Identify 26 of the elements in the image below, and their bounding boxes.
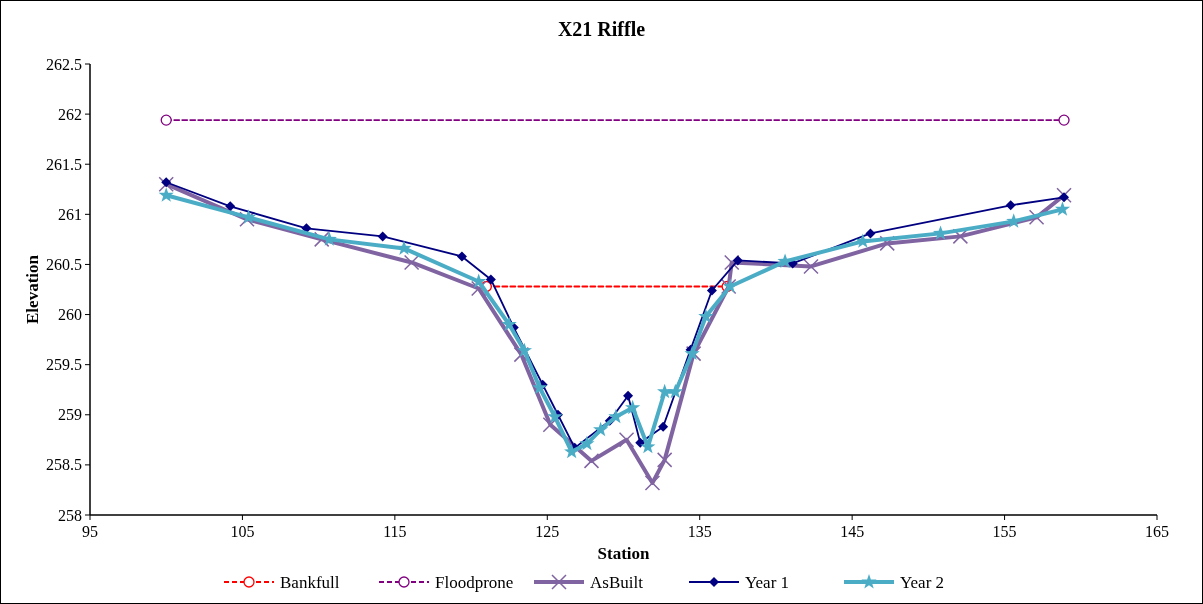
y-tick-label: 258.5 bbox=[46, 456, 82, 474]
x-tick-label: 105 bbox=[230, 523, 255, 540]
y-tick-label: 261 bbox=[58, 205, 82, 223]
x-tick-label: 135 bbox=[687, 523, 712, 540]
y-tick-label: 262 bbox=[58, 105, 82, 123]
legend-label: Year 2 bbox=[900, 572, 945, 592]
x-axis-title: Station bbox=[597, 544, 651, 563]
chart-title: X21 Riffle bbox=[557, 18, 646, 40]
y-tick-label: 262.5 bbox=[46, 55, 82, 73]
legend-label: AsBuilt bbox=[590, 572, 644, 592]
y-axis-title: Elevation bbox=[23, 254, 42, 324]
y-tick-label: 258 bbox=[58, 506, 82, 524]
y-tick-label: 260 bbox=[58, 306, 82, 324]
legend-label: Year 1 bbox=[745, 572, 790, 592]
y-tick-label: 259 bbox=[58, 406, 82, 424]
x-tick-label: 165 bbox=[1145, 523, 1169, 540]
legend-label: Floodprone bbox=[435, 572, 514, 592]
x-tick-label: 155 bbox=[992, 523, 1017, 540]
y-tick-label: 259.5 bbox=[46, 356, 82, 374]
x-tick-label: 125 bbox=[535, 523, 560, 540]
x-tick-label: 95 bbox=[82, 523, 98, 540]
y-tick-label: 261.5 bbox=[46, 155, 82, 173]
x-tick-label: 115 bbox=[383, 523, 407, 540]
legend-label: Bankfull bbox=[280, 572, 340, 592]
x-tick-label: 145 bbox=[840, 523, 865, 540]
y-tick-label: 260.5 bbox=[46, 256, 82, 274]
